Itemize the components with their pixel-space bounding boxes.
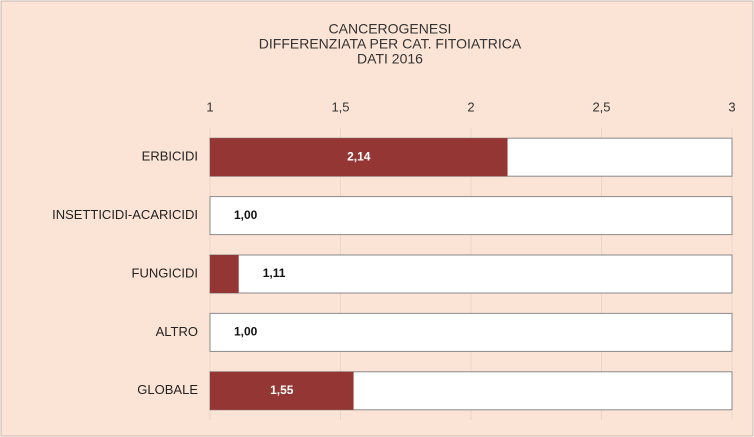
- value-label: 1,55: [270, 383, 294, 397]
- x-tick-label: 2,5: [592, 99, 610, 114]
- value-label: 1,00: [234, 325, 258, 339]
- chart-title: CANCEROGENESI: [329, 21, 452, 37]
- bar-track: [209, 312, 733, 352]
- x-tick-label: 3: [728, 99, 735, 114]
- bar: [210, 371, 354, 410]
- bar-track: [209, 196, 733, 236]
- x-tick-label: 1,5: [331, 99, 349, 114]
- y-tick-label: GLOBALE: [137, 382, 198, 397]
- bar-track: [209, 254, 733, 294]
- chart-title: DIFFERENZIATA PER CAT. FITOIATRICA: [259, 36, 522, 52]
- y-tick-label: ERBICIDI: [142, 149, 198, 164]
- value-label: 1,00: [234, 208, 258, 222]
- x-tick-label: 1: [206, 99, 213, 114]
- x-tick-label: 2: [467, 99, 474, 114]
- bar: [210, 255, 239, 293]
- bar: [210, 138, 508, 177]
- value-label: 1,11: [263, 266, 286, 280]
- value-label: 2,14: [347, 149, 371, 163]
- y-tick-label: ALTRO: [156, 324, 198, 339]
- chart-title: DATI 2016: [357, 51, 423, 67]
- y-tick-label: FUNGICIDI: [132, 265, 198, 280]
- y-tick-label: INSETTICIDI-ACARICIDI: [52, 207, 198, 222]
